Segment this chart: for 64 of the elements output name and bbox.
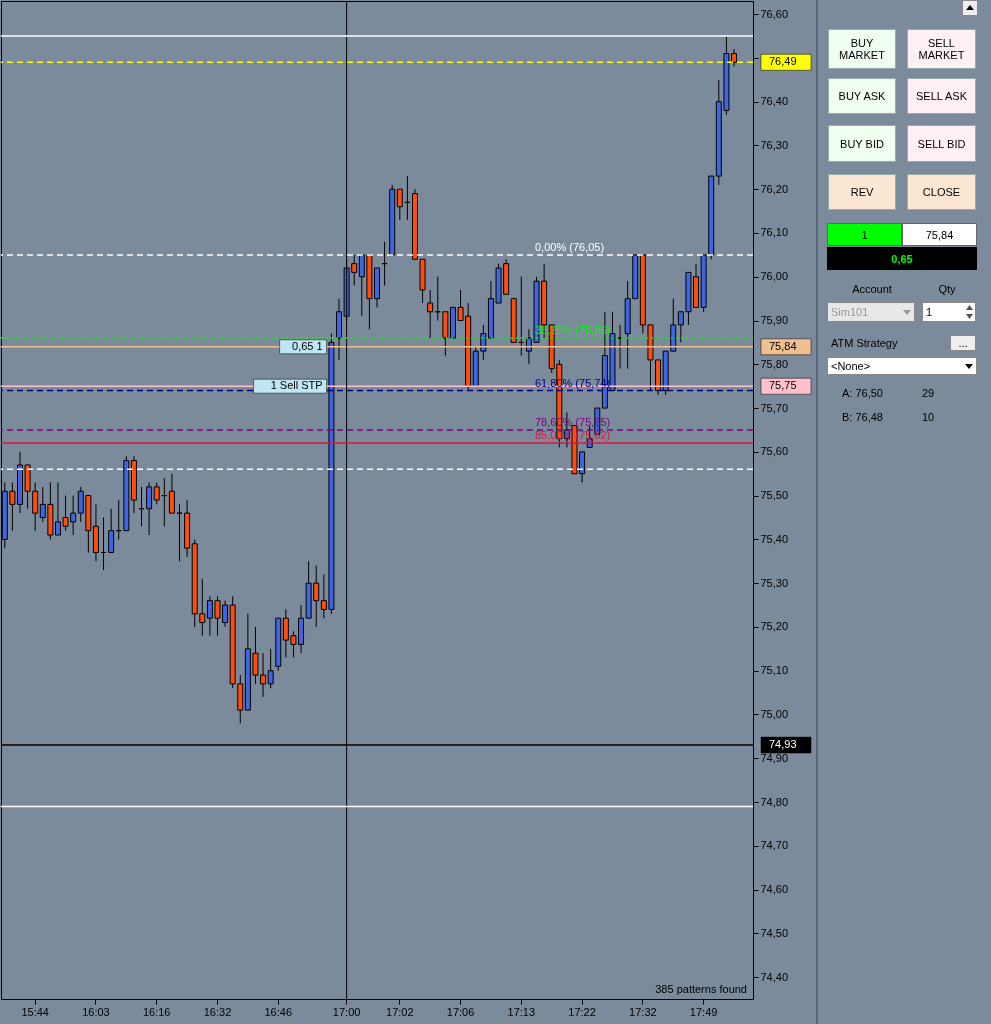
text: SELL MARKET <box>917 37 966 61</box>
x-tick-label: 16:32 <box>203 1005 232 1018</box>
y-tick-label: 75,00 <box>760 707 789 720</box>
y-tick-label: 74,80 <box>760 795 789 808</box>
text: 29 <box>922 387 935 399</box>
y-tick-label: 74,40 <box>760 970 789 983</box>
ref-line-label: 75,75 <box>769 379 797 392</box>
y-tick-label: 75,80 <box>760 357 789 370</box>
text: SELL BID <box>917 137 966 150</box>
x-tick-label: 17:06 <box>446 1005 475 1018</box>
y-tick-label: 75,70 <box>760 401 789 414</box>
text: 1 <box>861 228 868 241</box>
text: REV <box>850 186 874 198</box>
x-tick-label: 15:44 <box>21 1005 49 1018</box>
y-tick-label: 76,60 <box>760 7 789 20</box>
y-tick-label: 75,20 <box>760 620 789 633</box>
ref-line-label: 75,84 <box>769 339 797 352</box>
y-tick-label: 76,30 <box>760 138 789 151</box>
x-tick-label: 17:22 <box>568 1005 596 1018</box>
text: CLOSE <box>922 186 961 198</box>
text: A: 76,50 <box>842 387 883 399</box>
text: B: 76,48 <box>842 411 883 423</box>
ref-line-label: 74,93 <box>769 738 797 751</box>
text: ATM Strategy <box>831 337 898 349</box>
y-tick-label: 74,60 <box>760 883 789 896</box>
y-tick-label: 74,90 <box>760 751 789 764</box>
text: Sim101 <box>831 306 869 318</box>
y-tick-label: 74,70 <box>760 839 789 852</box>
text: SELL ASK <box>916 90 967 102</box>
ref-line-label: 76,49 <box>769 55 797 68</box>
x-tick-label: 17:32 <box>629 1005 657 1018</box>
y-tick-label: 76,10 <box>760 226 789 239</box>
text: 0,65 <box>891 252 913 265</box>
y-tick-label: 76,00 <box>760 270 789 283</box>
y-tick-label: 75,50 <box>760 489 789 502</box>
text: BUY ASK <box>838 90 886 102</box>
annotation: 0,65 1 <box>292 339 323 352</box>
text: Account <box>852 283 892 295</box>
text: 10 <box>922 411 935 423</box>
y-tick-label: 75,30 <box>760 576 789 589</box>
y-tick-label: 74,50 <box>760 926 789 939</box>
x-tick-label: 17:13 <box>507 1005 536 1018</box>
x-tick-label: 16:46 <box>264 1005 293 1018</box>
text: BUY MARKET <box>838 37 886 61</box>
text: BUY BID <box>840 137 884 150</box>
x-tick-label: 16:03 <box>82 1005 110 1018</box>
text: 75,84 <box>925 228 954 241</box>
text: <None> <box>831 360 871 372</box>
annotation: 0,00% (76,05) <box>535 240 605 253</box>
x-tick-label: 17:00 <box>332 1005 361 1018</box>
y-tick-label: 76,40 <box>760 95 789 108</box>
x-tick-label: 17:49 <box>689 1005 718 1018</box>
x-tick-label: 16:16 <box>142 1005 171 1018</box>
text: 1 <box>926 306 933 318</box>
y-tick-label: 75,60 <box>760 445 789 458</box>
y-tick-label: 75,40 <box>760 532 789 545</box>
annotation: 385 patterns found <box>655 983 747 995</box>
text: Qty <box>938 283 956 295</box>
y-tick-label: 75,10 <box>760 664 789 677</box>
x-tick-label: 17:02 <box>386 1005 414 1018</box>
y-tick-label: 75,90 <box>760 314 789 327</box>
y-tick-label: 76,20 <box>760 182 789 195</box>
annotation: 1 Sell STP <box>270 379 323 392</box>
text: ... <box>958 337 968 349</box>
